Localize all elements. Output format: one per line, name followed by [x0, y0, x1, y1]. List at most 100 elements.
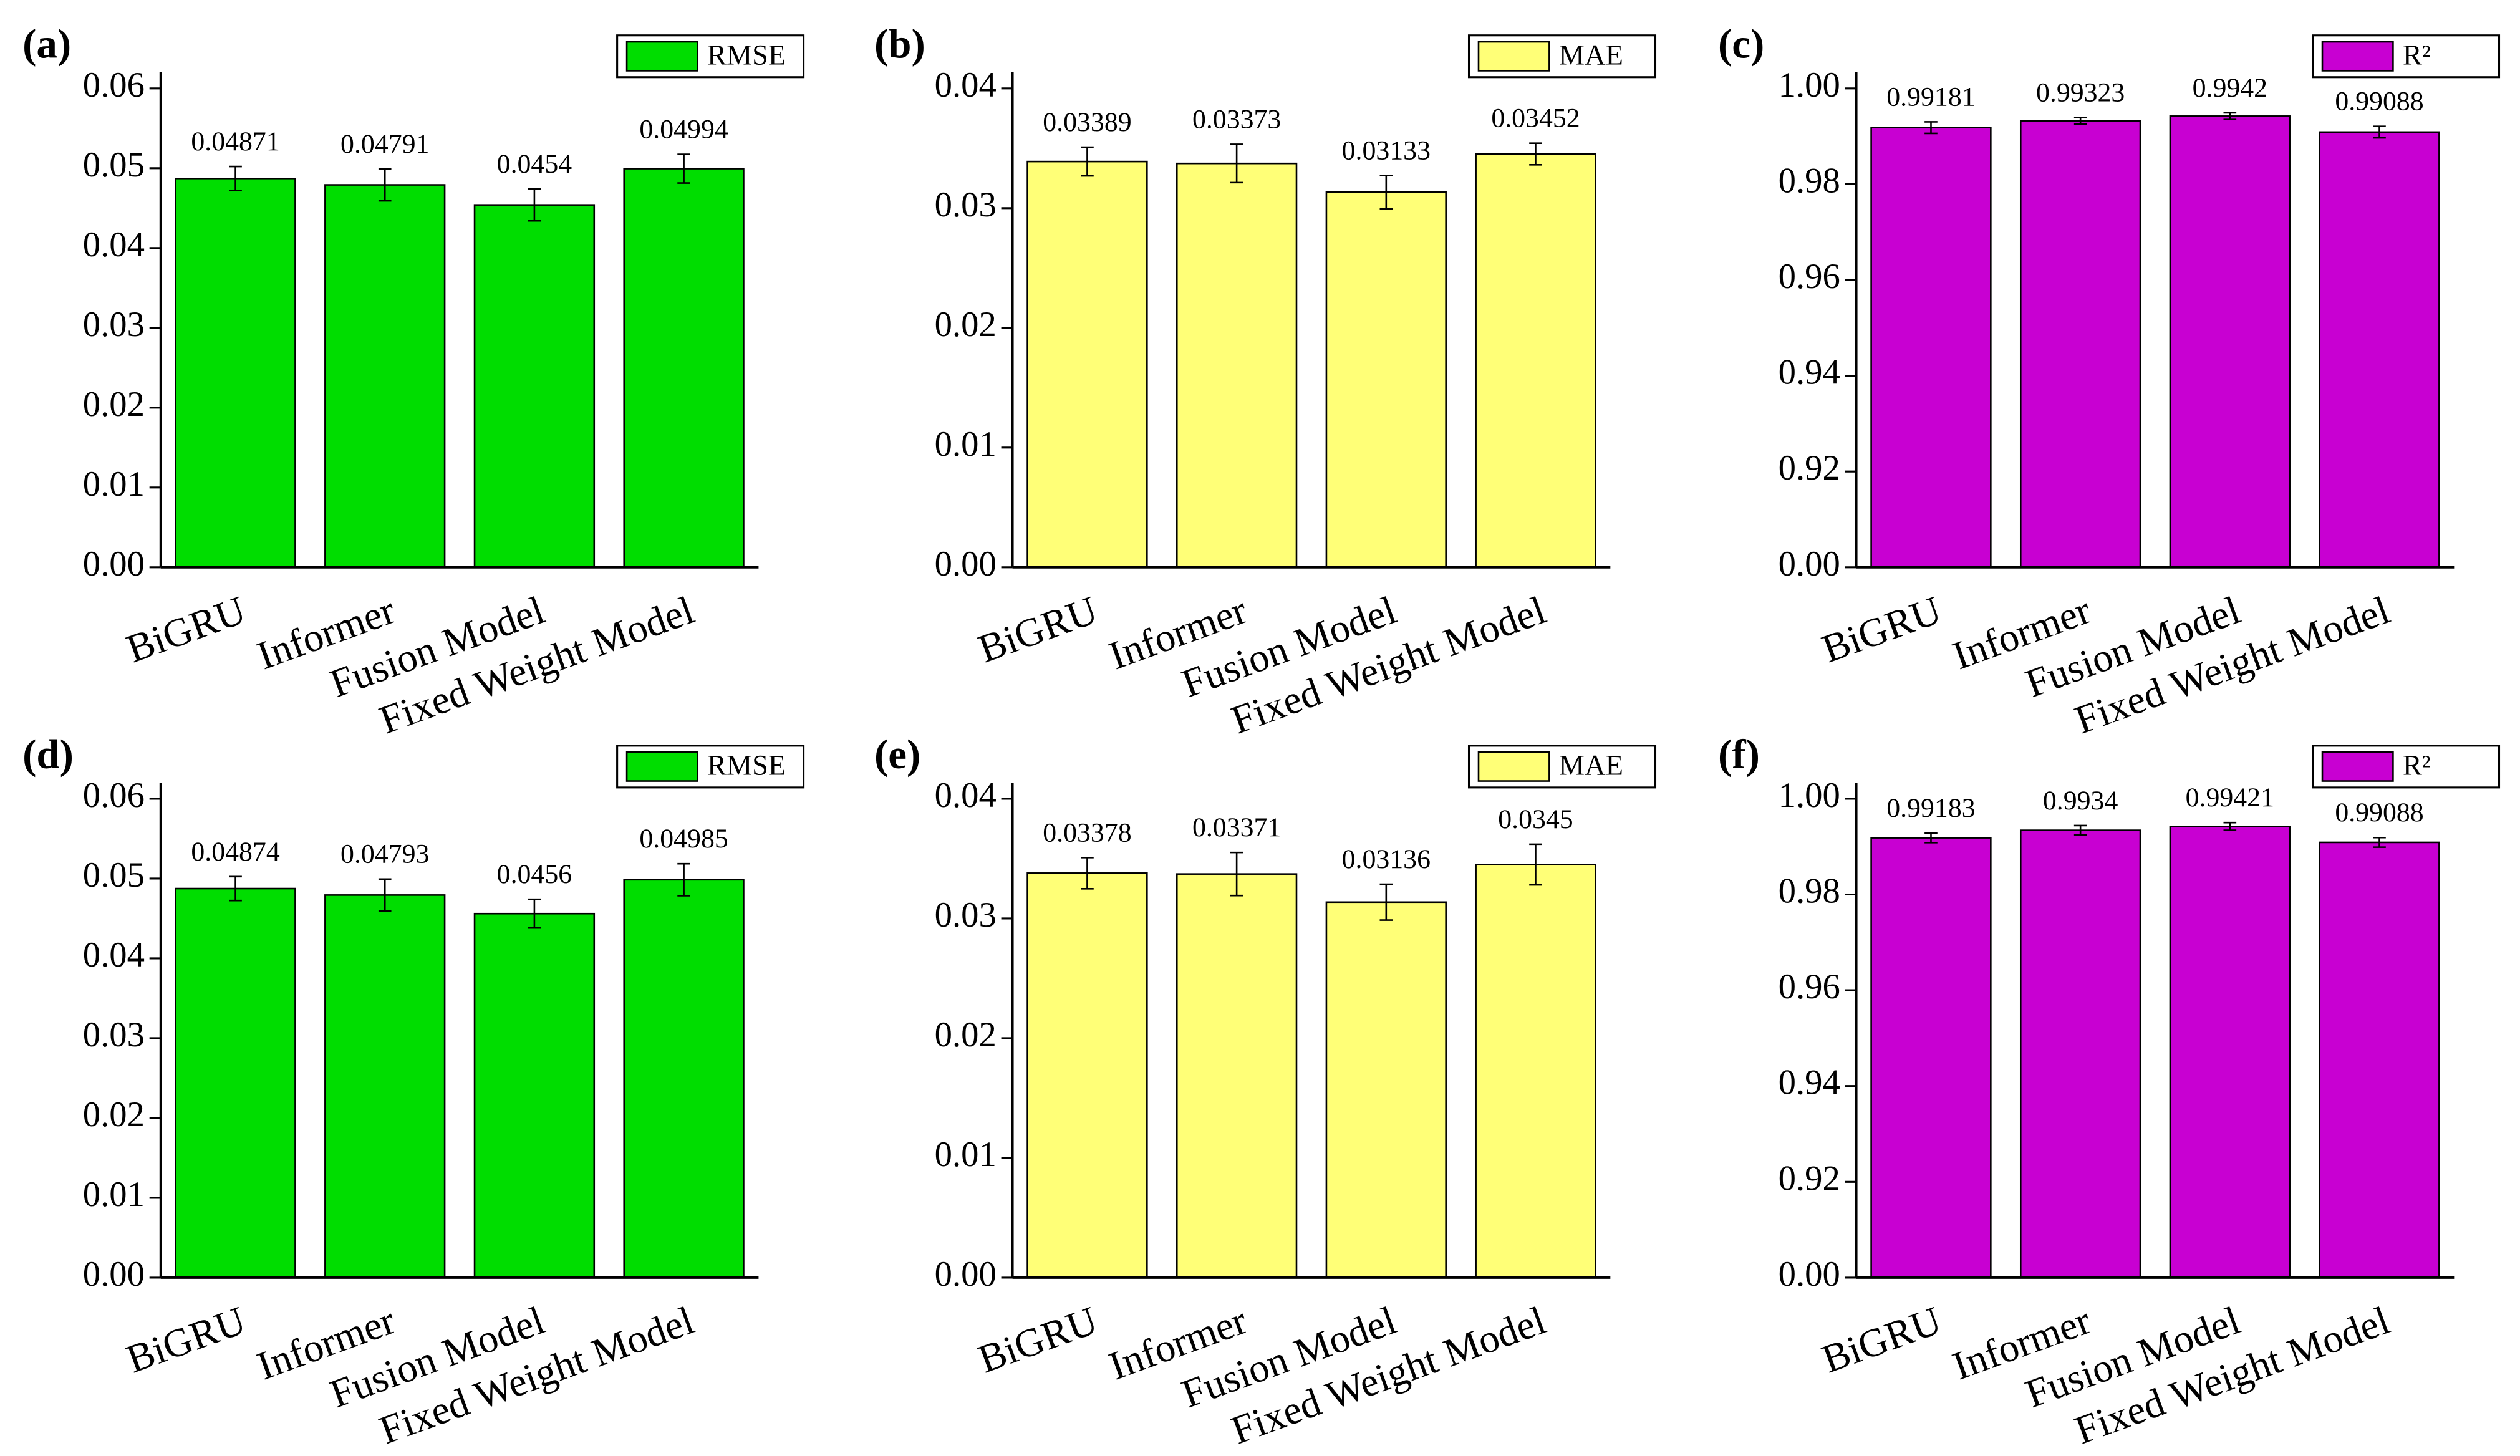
panel-label: (d)	[22, 731, 74, 778]
legend-label: R²	[2403, 750, 2431, 782]
legend-swatch	[2321, 751, 2394, 782]
y-tick-label: 0.00	[1779, 1255, 1840, 1294]
value-label: 0.0454	[497, 149, 572, 179]
y-tick-label: 1.00	[1779, 65, 1840, 105]
panel: (a) 0.00 0.01 0.02 0.03 0.04 0.05 0.06 0.04871 0.…	[22, 21, 805, 742]
y-tick-label: 0.96	[1779, 967, 1840, 1006]
legend-label: RMSE	[707, 750, 786, 782]
value-label: 0.03373	[1192, 104, 1281, 134]
y-tick-label: 0.06	[83, 776, 145, 815]
bar	[2169, 115, 2291, 569]
bar	[2319, 131, 2440, 569]
bar	[175, 887, 296, 1279]
y-tick-label: 0.94	[1779, 353, 1840, 392]
y-tick-label: 0.03	[935, 185, 997, 224]
y-tick-label: 0.03	[83, 1015, 145, 1054]
value-label: 0.03136	[1342, 844, 1431, 874]
legend-label: MAE	[1559, 750, 1623, 782]
y-tick-label: 0.02	[935, 1015, 997, 1054]
bar	[2019, 120, 2141, 569]
value-label: 0.03371	[1192, 812, 1281, 842]
bar	[1176, 162, 1298, 569]
value-label: 0.03452	[1491, 104, 1580, 133]
y-tick-label: 0.00	[1779, 544, 1840, 584]
value-label: 0.99181	[1886, 82, 1975, 112]
y-tick-label: 0.92	[1779, 1159, 1840, 1198]
y-tick-label: 0.94	[1779, 1063, 1840, 1102]
panel: (d) 0.00 0.01 0.02 0.03 0.04 0.05 0.06 0.04874 0.…	[22, 731, 805, 1452]
bar	[2019, 829, 2141, 1279]
bar	[473, 204, 596, 569]
value-label: 0.99421	[2186, 783, 2274, 812]
value-label: 0.0456	[497, 859, 572, 889]
value-label: 0.04874	[191, 837, 279, 867]
bar	[1475, 864, 1596, 1279]
y-tick-label: 0.02	[83, 385, 145, 424]
y-tick-label: 0.01	[935, 1135, 997, 1174]
bar	[175, 178, 296, 569]
y-tick-label: 0.98	[1779, 161, 1840, 200]
value-label: 0.99088	[2335, 798, 2423, 827]
y-tick-label: 0.05	[83, 856, 145, 895]
value-label: 0.04791	[340, 129, 429, 159]
bar	[1176, 873, 1298, 1279]
y-tick-label: 0.01	[935, 425, 997, 464]
y-tick-label: 0.01	[83, 465, 145, 504]
panel: (f) 0.00 0.92 0.94 0.96 0.98 1.00 0.99183 0.9934…	[1718, 731, 2501, 1452]
value-label: 0.03378	[1043, 817, 1131, 847]
panel: (e) 0.00 0.01 0.02 0.03 0.04 0.03378 0.03371 0.0…	[874, 731, 1657, 1452]
bar	[1870, 127, 1992, 569]
y-tick-label: 0.03	[935, 895, 997, 935]
bar	[1870, 837, 1992, 1279]
y-tick-label: 0.01	[83, 1175, 145, 1214]
value-label: 0.03133	[1342, 135, 1431, 165]
value-label: 0.04985	[639, 824, 728, 854]
y-tick-label: 0.00	[935, 544, 997, 584]
y-tick-label: 0.04	[83, 935, 145, 975]
value-label: 0.04871	[191, 127, 279, 157]
legend-swatch	[625, 41, 698, 72]
legend-label: RMSE	[707, 39, 786, 71]
bar	[473, 912, 596, 1279]
y-tick-label: 0.92	[1779, 448, 1840, 488]
y-tick-label: 0.02	[935, 305, 997, 344]
panel-label: (a)	[22, 21, 71, 67]
y-tick-label: 1.00	[1779, 776, 1840, 815]
bar	[1026, 872, 1148, 1279]
x-tick-label: BiGRU	[973, 1298, 1103, 1381]
panel-label: (e)	[874, 731, 920, 778]
x-tick-label: BiGRU	[973, 587, 1103, 671]
legend-swatch	[2321, 41, 2394, 72]
y-tick-label: 0.04	[935, 65, 997, 105]
x-tick-label: BiGRU	[1817, 587, 1947, 671]
bar	[324, 894, 446, 1279]
panel-label: (c)	[1718, 21, 1764, 67]
y-tick-label: 0.05	[83, 145, 145, 185]
panel: (b) 0.00 0.01 0.02 0.03 0.04 0.03389 0.03373 0.0…	[874, 21, 1657, 742]
legend-swatch	[625, 751, 698, 782]
legend-swatch	[1477, 41, 1550, 72]
value-label: 0.0345	[1498, 804, 1573, 834]
value-label: 0.99183	[1886, 793, 1975, 823]
value-label: 0.04793	[340, 839, 429, 869]
y-tick-label: 0.00	[83, 544, 145, 584]
bar	[2319, 841, 2440, 1279]
y-tick-label: 0.96	[1779, 257, 1840, 296]
panel-label: (b)	[874, 21, 925, 67]
y-tick-label: 0.00	[83, 1255, 145, 1294]
legend-label: MAE	[1559, 39, 1623, 71]
bar	[1026, 160, 1148, 569]
legend-swatch	[1477, 751, 1550, 782]
x-tick-label: BiGRU	[121, 1298, 251, 1381]
value-label: 0.03389	[1043, 107, 1131, 137]
y-tick-label: 0.03	[83, 305, 145, 344]
panel-label: (f)	[1718, 731, 1760, 778]
legend-label: R²	[2403, 39, 2431, 71]
bar	[324, 184, 446, 569]
value-label: 0.99323	[2036, 77, 2125, 107]
bar	[1325, 901, 1447, 1279]
x-tick-label: BiGRU	[121, 587, 251, 671]
y-tick-label: 0.04	[935, 776, 997, 815]
y-tick-label: 0.98	[1779, 872, 1840, 911]
